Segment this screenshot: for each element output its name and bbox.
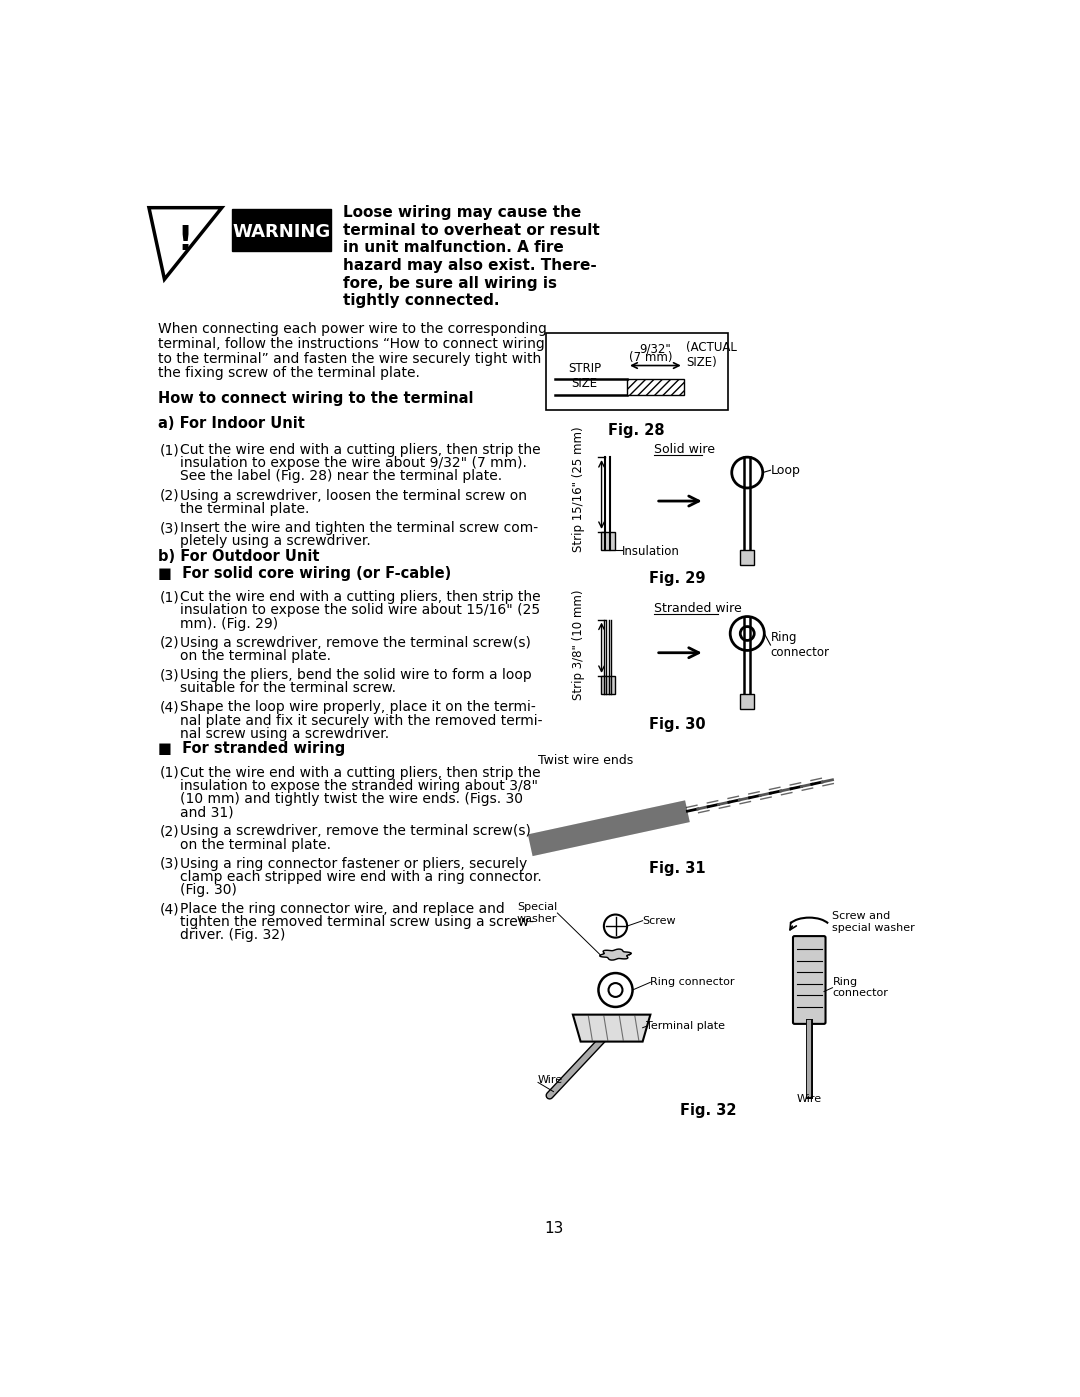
Text: Cut the wire end with a cutting pliers, then strip the: Cut the wire end with a cutting pliers, … <box>180 766 541 780</box>
Text: Insert the wire and tighten the terminal screw com-: Insert the wire and tighten the terminal… <box>180 521 538 535</box>
Text: the fixing screw of the terminal plate.: the fixing screw of the terminal plate. <box>159 366 420 380</box>
Bar <box>545 334 728 411</box>
Text: Twist wire ends: Twist wire ends <box>538 754 633 767</box>
Text: ■  For stranded wiring: ■ For stranded wiring <box>159 742 346 757</box>
Text: Fig. 30: Fig. 30 <box>649 717 706 732</box>
Text: STRIP
SIZE: STRIP SIZE <box>568 362 602 390</box>
Text: Cut the wire end with a cutting pliers, then strip the: Cut the wire end with a cutting pliers, … <box>180 443 541 457</box>
Text: Loop: Loop <box>770 464 800 476</box>
Text: (1): (1) <box>160 591 179 605</box>
Text: !: ! <box>178 225 193 257</box>
Text: Place the ring connector wire, and replace and: Place the ring connector wire, and repla… <box>180 902 504 916</box>
Text: 13: 13 <box>544 1221 563 1236</box>
Polygon shape <box>599 949 632 960</box>
Text: Loose wiring may cause the: Loose wiring may cause the <box>342 205 581 219</box>
Text: Insulation: Insulation <box>622 545 679 557</box>
Text: Using a screwdriver, loosen the terminal screw on: Using a screwdriver, loosen the terminal… <box>180 489 527 503</box>
Text: How to connect wiring to the terminal: How to connect wiring to the terminal <box>159 391 474 407</box>
Text: to the terminal” and fasten the wire securely tight with: to the terminal” and fasten the wire sec… <box>159 352 541 366</box>
Text: and 31): and 31) <box>180 805 233 819</box>
Text: Fig. 32: Fig. 32 <box>680 1104 737 1119</box>
Text: Ring connector: Ring connector <box>650 978 734 988</box>
Text: in unit malfunction. A fire: in unit malfunction. A fire <box>342 240 564 256</box>
Text: (3): (3) <box>160 668 179 682</box>
Text: tighten the removed terminal screw using a screw-: tighten the removed terminal screw using… <box>180 915 534 929</box>
Text: nal plate and fix it securely with the removed termi-: nal plate and fix it securely with the r… <box>180 714 542 728</box>
Text: insulation to expose the solid wire about 15/16" (25: insulation to expose the solid wire abou… <box>180 604 540 617</box>
Text: the terminal plate.: the terminal plate. <box>180 502 309 515</box>
Text: Using a ring connector fastener or pliers, securely: Using a ring connector fastener or plier… <box>180 856 527 870</box>
Bar <box>740 549 754 564</box>
Text: (3): (3) <box>160 856 179 870</box>
Bar <box>627 380 684 395</box>
Text: Using a screwdriver, remove the terminal screw(s): Using a screwdriver, remove the terminal… <box>180 824 531 838</box>
Bar <box>740 693 754 708</box>
Text: insulation to expose the wire about 9/32" (7 mm).: insulation to expose the wire about 9/32… <box>180 457 527 471</box>
Text: (4): (4) <box>160 700 179 714</box>
Text: driver. (Fig. 32): driver. (Fig. 32) <box>180 929 285 943</box>
Text: (10 mm) and tightly twist the wire ends. (Figs. 30: (10 mm) and tightly twist the wire ends.… <box>180 792 523 806</box>
Text: b) For Outdoor Unit: b) For Outdoor Unit <box>159 549 320 564</box>
Text: on the terminal plate.: on the terminal plate. <box>180 648 330 664</box>
Text: a) For Indoor Unit: a) For Indoor Unit <box>159 416 306 430</box>
Text: (Fig. 30): (Fig. 30) <box>180 883 237 897</box>
Text: clamp each stripped wire end with a ring connector.: clamp each stripped wire end with a ring… <box>180 870 542 884</box>
Text: 9/32": 9/32" <box>639 342 672 355</box>
Text: (7 mm): (7 mm) <box>629 351 672 365</box>
Text: terminal, follow the instructions “How to connect wiring: terminal, follow the instructions “How t… <box>159 337 545 351</box>
Text: See the label (Fig. 28) near the terminal plate.: See the label (Fig. 28) near the termina… <box>180 469 502 483</box>
Text: Fig. 29: Fig. 29 <box>649 570 705 585</box>
Text: fore, be sure all wiring is: fore, be sure all wiring is <box>342 275 556 291</box>
Text: Solid wire: Solid wire <box>654 443 715 455</box>
Text: Stranded wire: Stranded wire <box>654 602 742 615</box>
Text: nal screw using a screwdriver.: nal screw using a screwdriver. <box>180 726 389 740</box>
Text: on the terminal plate.: on the terminal plate. <box>180 838 330 852</box>
Text: When connecting each power wire to the corresponding: When connecting each power wire to the c… <box>159 323 548 337</box>
Text: Wire: Wire <box>797 1094 822 1105</box>
Text: (2): (2) <box>160 824 179 838</box>
Text: Screw and
special washer: Screw and special washer <box>833 911 915 933</box>
Text: tightly connected.: tightly connected. <box>342 293 499 309</box>
Text: Fig. 31: Fig. 31 <box>649 861 706 876</box>
Text: (1): (1) <box>160 443 179 457</box>
Text: mm). (Fig. 29): mm). (Fig. 29) <box>180 616 278 630</box>
Text: Fig. 28: Fig. 28 <box>608 423 665 437</box>
Text: Using a screwdriver, remove the terminal screw(s): Using a screwdriver, remove the terminal… <box>180 636 531 650</box>
Text: suitable for the terminal screw.: suitable for the terminal screw. <box>180 682 396 696</box>
Text: Terminal plate: Terminal plate <box>647 1021 726 1031</box>
Text: (3): (3) <box>160 521 179 535</box>
Text: Strip 15/16" (25 mm): Strip 15/16" (25 mm) <box>571 426 584 552</box>
Bar <box>600 532 615 549</box>
Text: (4): (4) <box>160 902 179 916</box>
Text: terminal to overheat or result: terminal to overheat or result <box>342 222 599 237</box>
Bar <box>232 210 332 251</box>
Text: Special
washer: Special washer <box>517 902 557 923</box>
Text: (1): (1) <box>160 766 179 780</box>
Text: insulation to expose the stranded wiring about 3/8": insulation to expose the stranded wiring… <box>180 780 538 793</box>
Text: ■  For solid core wiring (or F-cable): ■ For solid core wiring (or F-cable) <box>159 566 451 581</box>
Polygon shape <box>572 1014 650 1042</box>
Text: Using the pliers, bend the solid wire to form a loop: Using the pliers, bend the solid wire to… <box>180 668 531 682</box>
Text: Ring
connector: Ring connector <box>833 977 889 999</box>
Text: WARNING: WARNING <box>232 222 330 240</box>
Text: (ACTUAL
SIZE): (ACTUAL SIZE) <box>686 341 737 369</box>
Text: Shape the loop wire properly, place it on the termi-: Shape the loop wire properly, place it o… <box>180 700 536 714</box>
Text: Wire: Wire <box>538 1076 563 1085</box>
Bar <box>600 676 615 693</box>
Text: hazard may also exist. There-: hazard may also exist. There- <box>342 258 596 272</box>
Text: (2): (2) <box>160 636 179 650</box>
Text: Cut the wire end with a cutting pliers, then strip the: Cut the wire end with a cutting pliers, … <box>180 591 541 605</box>
Text: Screw: Screw <box>643 915 676 926</box>
Text: pletely using a screwdriver.: pletely using a screwdriver. <box>180 534 370 548</box>
Text: Ring
connector: Ring connector <box>770 631 829 659</box>
FancyBboxPatch shape <box>793 936 825 1024</box>
Text: (2): (2) <box>160 489 179 503</box>
Text: Strip 3/8" (10 mm): Strip 3/8" (10 mm) <box>571 590 584 700</box>
